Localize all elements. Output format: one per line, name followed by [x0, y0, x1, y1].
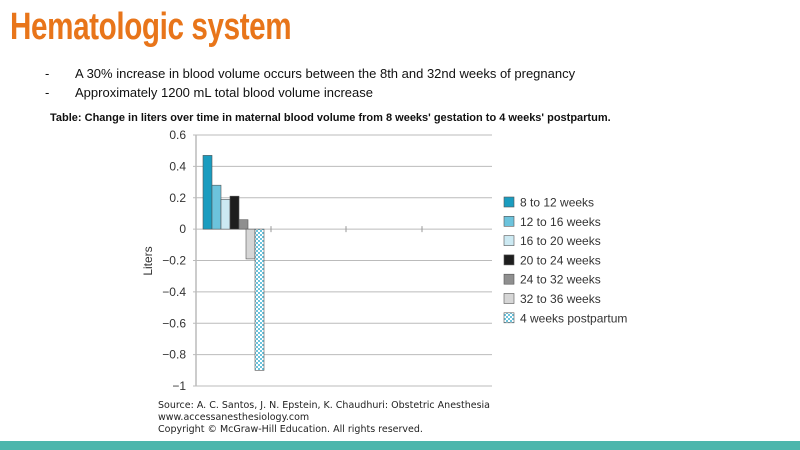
- legend-label: 24 to 32 weeks: [520, 273, 601, 287]
- source-line: Source: A. C. Santos, J. N. Epstein, K. …: [158, 400, 490, 411]
- legend-label: 4 weeks postpartum: [520, 311, 627, 325]
- legend-label: 32 to 36 weeks: [520, 292, 601, 306]
- bar-32-to-36-weeks: [245, 228, 256, 260]
- footer-bar: [0, 441, 800, 450]
- y-tick-label: −0.4: [162, 285, 186, 299]
- y-axis-label: Liters: [141, 246, 155, 275]
- chart-caption: Table: Change in liters over time in mat…: [50, 112, 611, 124]
- legend-swatch: [503, 235, 515, 246]
- source-citation: Source: A. C. Santos, J. N. Epstein, K. …: [158, 400, 490, 436]
- bullet-text: Approximately 1200 mL total blood volume…: [75, 85, 373, 100]
- legend-swatch: [503, 273, 515, 285]
- bullet-text: A 30% increase in blood volume occurs be…: [75, 66, 576, 81]
- y-tick-label: −0.8: [162, 348, 186, 362]
- legend-label: 20 to 24 weeks: [520, 253, 601, 267]
- legend-label: 12 to 16 weeks: [520, 215, 601, 229]
- y-tick-label: 0: [179, 222, 186, 236]
- bar-20-to-24-weeks: [229, 195, 240, 230]
- y-tick-label: 0.6: [169, 128, 186, 142]
- y-tick-label: 0.2: [169, 191, 186, 205]
- legend-swatch: [503, 293, 515, 304]
- y-tick-label: −0.2: [162, 254, 186, 268]
- bullet-item: - Approximately 1200 mL total blood volum…: [45, 85, 373, 100]
- y-tick-label: −1: [172, 379, 186, 393]
- bar-4-weeks-postpartum: [254, 228, 265, 371]
- bar-8-to-12-weeks: [202, 155, 213, 230]
- bullet-item: - A 30% increase in blood volume occurs b…: [45, 66, 575, 81]
- slide-title: Hematologic system: [10, 6, 292, 48]
- legend-swatch: [503, 312, 515, 324]
- y-tick-label: 0.4: [169, 159, 186, 173]
- bar-24-to-32-weeks: [238, 219, 249, 230]
- legend-label: 16 to 20 weeks: [520, 234, 601, 248]
- legend-label: 8 to 12 weeks: [520, 196, 594, 210]
- bar-16-to-20-weeks: [220, 199, 231, 230]
- legend-swatch: [503, 196, 515, 208]
- bar-12-to-16-weeks: [211, 184, 222, 230]
- source-url: www.accessanesthesiology.com: [158, 412, 310, 423]
- bullet-marker: -: [45, 66, 50, 81]
- copyright-line: Copyright © McGraw-Hill Education. All r…: [158, 424, 423, 435]
- legend-swatch: [503, 216, 515, 227]
- y-tick-label: −0.6: [162, 316, 186, 330]
- legend-swatch: [503, 254, 515, 266]
- bullet-marker: -: [45, 85, 50, 100]
